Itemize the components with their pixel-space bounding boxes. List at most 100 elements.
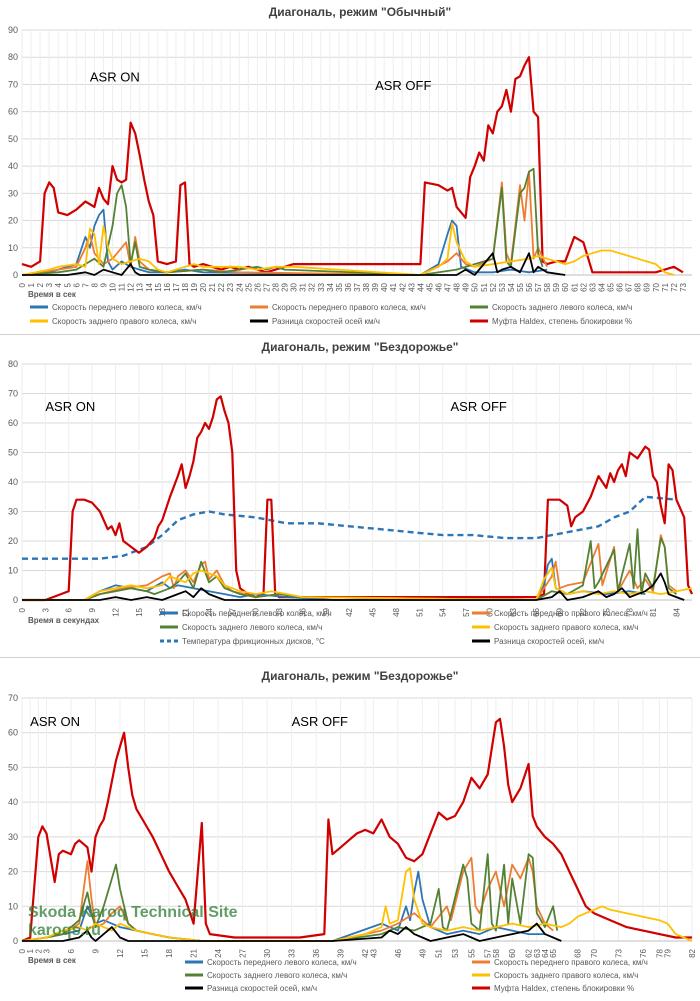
x-tick-label: 1 (26, 948, 35, 953)
x-tick-label: 67 (625, 282, 634, 291)
x-tick-label: 0 (18, 607, 27, 612)
x-tick-label: 12 (116, 948, 125, 957)
x-tick-label: 9 (88, 607, 97, 612)
x-tick-label: 51 (415, 607, 424, 616)
y-tick-label: 10 (8, 901, 18, 911)
y-tick-label: 10 (8, 243, 18, 253)
x-tick-label: 12 (127, 282, 136, 291)
x-tick-label: 24 (235, 282, 244, 291)
x-tick-label: 26 (253, 282, 262, 291)
x-tick-label: 7 (81, 282, 90, 287)
x-tick-label: 76 (639, 948, 648, 957)
chart-title: Диагональ, режим "Бездорожье" (262, 669, 459, 683)
x-tick-label: 66 (616, 282, 625, 291)
x-tick-label: 9 (92, 948, 101, 953)
chart-annotation: ASR ON (30, 714, 80, 729)
x-tick-label: 45 (425, 282, 434, 291)
chart-panel-3: Диагональ, режим "Бездорожье" 0 10 20 30 40 50… (0, 660, 700, 1001)
x-tick-label: 5 (63, 282, 72, 287)
legend-entry: Скорость переднего правого колеса, км/ч (494, 958, 648, 967)
x-tick-label: 20 (199, 282, 208, 291)
x-tick-label: 30 (290, 282, 299, 291)
y-tick-label: 0 (13, 936, 18, 946)
x-tick-label: 27 (239, 948, 248, 957)
x-tick-label: 18 (181, 282, 190, 291)
y-tick-label: 40 (8, 797, 18, 807)
x-tick-label: 55 (516, 282, 525, 291)
y-tick-label: 40 (8, 477, 18, 487)
y-tick-label: 20 (8, 216, 18, 226)
x-tick-label: 33 (288, 948, 297, 957)
x-tick-label: 28 (272, 282, 281, 291)
y-tick-label: 50 (8, 134, 18, 144)
x-tick-label: 32 (308, 282, 317, 291)
x-tick-label: 30 (252, 607, 261, 616)
legend-entry: Разница скоростей осей, км/ч (207, 984, 317, 993)
chart-panel-1: Диагональ, режим "Обычный" 0 10 20 30 40 50 60 7… (0, 0, 700, 332)
x-tick-label: 51 (435, 948, 444, 957)
x-tick-label: 70 (652, 282, 661, 291)
x-tick-label: 57 (484, 948, 493, 957)
x-tick-label: 27 (262, 282, 271, 291)
x-tick-label: 60 (561, 282, 570, 291)
x-tick-label: 16 (163, 282, 172, 291)
x-tick-label: 40 (380, 282, 389, 291)
x-tick-label: 15 (141, 948, 150, 957)
y-tick-label: 60 (8, 418, 18, 428)
x-tick-label: 48 (453, 282, 462, 291)
x-tick-label: 6 (67, 948, 76, 953)
x-tick-label: 79 (663, 948, 672, 957)
chart-annotation: ASR ON (90, 70, 140, 85)
x-tick-label: 61 (570, 282, 579, 291)
x-tick-label: 39 (337, 948, 346, 957)
x-tick-label: 30 (263, 948, 272, 957)
series-line-haldex (22, 395, 694, 602)
y-tick-label: 90 (8, 25, 18, 35)
x-tick-label: 62 (579, 282, 588, 291)
x-tick-label: 24 (214, 948, 223, 957)
y-tick-label: 20 (8, 867, 18, 877)
chart-annotation: ASR OFF (450, 399, 506, 414)
x-tick-label: 50 (471, 282, 480, 291)
legend-entry: Муфта Haldex, степень блокировки % (492, 317, 632, 326)
x-tick-label: 34 (326, 282, 335, 291)
x-tick-label: 6 (72, 282, 81, 287)
x-tick-label: 58 (492, 948, 501, 957)
x-tick-label: 52 (489, 282, 498, 291)
series-line-temp (22, 495, 677, 560)
x-tick-label: 6 (65, 607, 74, 612)
x-tick-label: 22 (217, 282, 226, 291)
x-tick-label: 4 (54, 282, 63, 287)
x-axis-label: Время в сек (28, 956, 77, 965)
y-tick-label: 20 (8, 536, 18, 546)
x-tick-label: 3 (45, 282, 54, 287)
x-axis-label: Время в сек (28, 290, 77, 299)
x-tick-label: 43 (369, 948, 378, 957)
x-tick-label: 73 (614, 948, 623, 957)
x-tick-label: 2 (34, 948, 43, 953)
y-tick-label: 10 (8, 566, 18, 576)
x-tick-label: 72 (579, 607, 588, 616)
x-tick-label: 63 (533, 948, 542, 957)
x-tick-label: 60 (508, 948, 517, 957)
x-tick-label: 36 (298, 607, 307, 616)
legend-entry: Скорость заднего правого колеса, км/ч (494, 623, 638, 632)
x-tick-label: 39 (322, 607, 331, 616)
legend-entry: Скорость заднего левого колеса, км/ч (492, 303, 632, 312)
x-tick-label: 78 (655, 948, 664, 957)
legend-entry: Температура фрикционных дисков, °C (182, 637, 325, 646)
x-tick-label: 17 (172, 282, 181, 291)
x-tick-label: 15 (154, 282, 163, 291)
x-tick-label: 62 (525, 948, 534, 957)
x-tick-label: 9 (99, 282, 108, 287)
legend-entry: Скорость заднего правого колеса, км/ч (52, 317, 196, 326)
x-tick-label: 64 (541, 948, 550, 957)
x-tick-label: 66 (532, 607, 541, 616)
y-tick-label: 60 (8, 728, 18, 738)
x-tick-label: 21 (190, 948, 199, 957)
chart-panel-2: Диагональ, режим "Бездорожье" 0 10 20 30 40 50… (0, 336, 700, 654)
x-tick-label: 31 (299, 282, 308, 291)
x-tick-label: 19 (190, 282, 199, 291)
x-tick-label: 73 (679, 282, 688, 291)
x-tick-label: 42 (345, 607, 354, 616)
